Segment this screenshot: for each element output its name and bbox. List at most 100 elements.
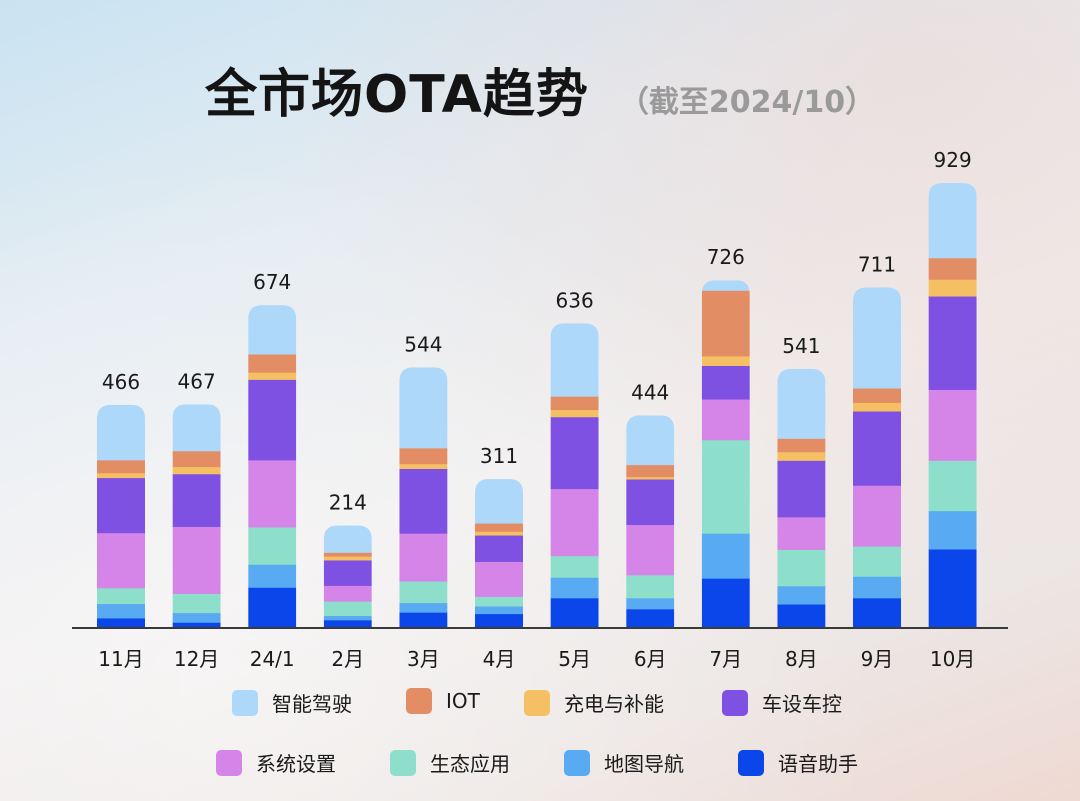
bar-segment <box>323 615 372 621</box>
bar-stack-24/1 <box>248 305 297 628</box>
bar-segment <box>853 402 901 412</box>
bar-stack-7月 <box>701 280 750 628</box>
bar-segment <box>97 603 145 619</box>
bar-stack-4月 <box>475 479 523 628</box>
bar-total-label: 466 <box>102 370 140 394</box>
bar-segment <box>928 183 977 259</box>
bar-total-label: 544 <box>404 332 442 356</box>
bar-total-label: 636 <box>556 288 594 312</box>
bar-segment <box>928 257 977 280</box>
bar-segment <box>853 485 901 547</box>
legend-item-iot: IOT <box>406 688 480 714</box>
bar-segment <box>172 622 221 628</box>
bar-segment <box>97 472 145 479</box>
bar-stack-11月 <box>97 404 145 628</box>
bar-segment <box>550 597 599 628</box>
bar-segment <box>97 587 145 605</box>
chart-title: 全市场OTA趋势 <box>205 65 589 125</box>
x-tick-label: 8月 <box>785 647 818 671</box>
bar-segment <box>777 516 826 550</box>
bar-stack-12月 <box>172 404 221 628</box>
bar-segment <box>626 464 675 478</box>
bar-segment <box>248 459 297 528</box>
bar-segment <box>475 613 523 628</box>
x-tick-labels: 11月 12月 24/1 2月 3月 4月 5月 6月 7月 8月 9月 10月 <box>98 647 975 671</box>
bar-segment <box>853 576 901 599</box>
bar-segment <box>701 439 750 534</box>
bar-segment <box>248 564 297 588</box>
bar-segment <box>323 556 372 561</box>
x-tick-label: 3月 <box>407 647 440 671</box>
bar-segment <box>626 415 675 466</box>
legend-item-system-settings: 系统设置 <box>216 748 336 777</box>
legend-swatch <box>232 689 258 716</box>
bar-segment <box>248 379 297 461</box>
bar-segment <box>172 593 221 614</box>
bar-segment <box>475 523 523 532</box>
bar-segment <box>777 549 826 587</box>
bar-segment <box>550 577 599 599</box>
x-tick-label: 7月 <box>709 647 742 671</box>
x-tick-label: 6月 <box>634 647 667 671</box>
x-tick-label: 9月 <box>861 647 894 671</box>
legend-swatch <box>524 689 550 716</box>
bar-stack-9月 <box>853 287 901 628</box>
bar-segment <box>853 287 901 389</box>
bar-segment <box>172 526 221 595</box>
bar-segment <box>701 290 750 357</box>
legend-label: 地图导航 <box>604 752 684 776</box>
bar-segment <box>701 399 750 441</box>
legend-swatch <box>564 749 590 776</box>
bar-segment <box>777 585 826 605</box>
bar-stack-2月 <box>323 525 372 628</box>
bar-segment <box>172 450 221 468</box>
bar-segment <box>323 585 372 602</box>
legend-swatch <box>406 688 432 714</box>
bar-segment <box>323 552 372 557</box>
bar-segment <box>701 365 750 400</box>
bar-segment <box>399 463 448 469</box>
bar-total-label: 674 <box>253 270 291 294</box>
bar-segment <box>97 404 145 461</box>
bar-segment <box>475 535 523 562</box>
bar-segment <box>626 479 675 526</box>
bar-segment <box>853 411 901 486</box>
legend-item-map-navigation: 地图导航 <box>564 748 684 777</box>
bar-segment <box>550 555 599 578</box>
bar-segment <box>701 533 750 579</box>
bar-segment <box>853 597 901 628</box>
bar-segment <box>323 559 372 586</box>
bar-segment <box>475 605 523 615</box>
bar-total-label: 311 <box>480 444 518 468</box>
legend-item-autonomous-driving: 智能驾驶 <box>232 688 352 717</box>
bar-segment <box>626 597 675 610</box>
legend-swatch <box>216 749 242 776</box>
bar-stack-5月 <box>550 323 599 628</box>
bar-total-label: 467 <box>178 369 216 393</box>
bar-segment <box>777 438 826 453</box>
legend-swatch <box>738 749 764 776</box>
bar-stack-10月 <box>928 183 977 628</box>
total-labels: 466 467 674 214 544 311 636 444 726 541 711 929 <box>102 148 972 514</box>
bar-segment <box>777 368 826 439</box>
legend-swatch <box>390 749 416 776</box>
legend-label: IOT <box>446 689 480 713</box>
legend-swatch <box>722 689 748 716</box>
bar-segment <box>928 279 977 297</box>
bar-segment <box>97 477 145 534</box>
x-tick-label: 5月 <box>558 647 591 671</box>
bar-segment <box>248 354 297 373</box>
bar-segment <box>928 548 977 628</box>
bar-segment <box>172 466 221 475</box>
bar-segment <box>323 525 372 553</box>
legend-item-voice-assistant: 语音助手 <box>738 748 858 777</box>
bar-segment <box>248 305 297 355</box>
bar-segment <box>550 416 599 490</box>
bar-segment <box>97 532 145 589</box>
bar-segment <box>701 578 750 628</box>
bar-stack-3月 <box>399 367 448 628</box>
legend-label: 生态应用 <box>430 752 510 776</box>
bar-segment <box>853 546 901 577</box>
bar-stack-6月 <box>626 415 675 628</box>
legend-label: 充电与补能 <box>564 692 664 716</box>
